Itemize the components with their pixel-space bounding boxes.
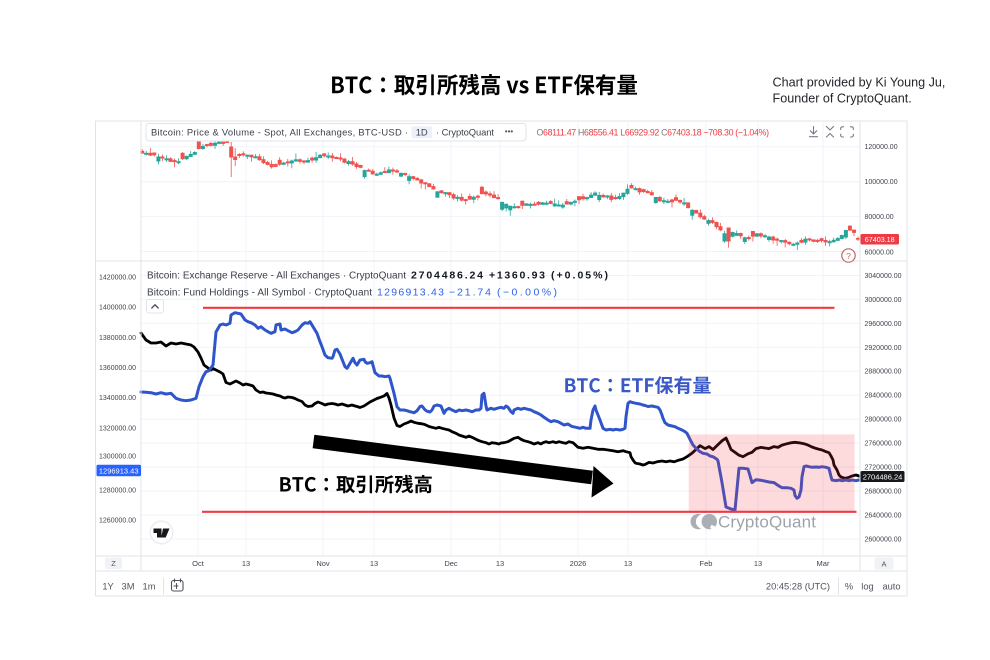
svg-text:1296913.43: 1296913.43 <box>377 287 444 299</box>
svg-text:3000000.00: 3000000.00 <box>865 297 902 304</box>
svg-text:2800000.00: 2800000.00 <box>865 417 902 424</box>
svg-text:Dec: Dec <box>444 559 458 568</box>
svg-text:1300000.00: 1300000.00 <box>99 454 136 461</box>
svg-text:Oct: Oct <box>192 559 205 568</box>
svg-text:67403.18: 67403.18 <box>865 235 895 244</box>
svg-text:2704486.24: 2704486.24 <box>411 270 483 282</box>
svg-text:Mar: Mar <box>817 559 830 568</box>
svg-text:log: log <box>861 581 873 591</box>
svg-text:3040000.00: 3040000.00 <box>865 273 902 280</box>
svg-text:2840000.00: 2840000.00 <box>865 393 902 400</box>
svg-text:120000.00: 120000.00 <box>865 144 898 151</box>
svg-text:2720000.00: 2720000.00 <box>865 465 902 472</box>
svg-text:Bitcoin: Price & Volume - Spot: Bitcoin: Price & Volume - Spot, All Exch… <box>151 126 408 137</box>
svg-text:1420000.00: 1420000.00 <box>99 274 136 281</box>
svg-text:13: 13 <box>624 559 632 568</box>
svg-text:Bitcoin: Exchange Reserve - Al: Bitcoin: Exchange Reserve - All Exchange… <box>147 271 406 282</box>
svg-text:%: % <box>845 581 853 591</box>
svg-text:•••: ••• <box>505 127 514 136</box>
svg-text:13: 13 <box>370 559 378 568</box>
svg-text:80000.00: 80000.00 <box>865 214 894 221</box>
svg-text:2880000.00: 2880000.00 <box>865 369 902 376</box>
svg-text:auto: auto <box>882 581 900 591</box>
svg-text:2920000.00: 2920000.00 <box>865 345 902 352</box>
svg-text:1296913.43: 1296913.43 <box>99 466 139 475</box>
svg-text:100000.00: 100000.00 <box>865 179 898 186</box>
svg-text:13: 13 <box>496 559 504 568</box>
svg-text:Founder of CryptoQuant.: Founder of CryptoQuant. <box>773 92 912 106</box>
svg-text:1D: 1D <box>416 126 428 137</box>
svg-text:3M: 3M <box>122 581 135 591</box>
svg-text:1Y: 1Y <box>102 581 113 591</box>
svg-text:O68111.47 H68556.41 L66929.92: O68111.47 H68556.41 L66929.92 C67403.18 … <box>537 127 770 137</box>
svg-text:13: 13 <box>242 559 250 568</box>
svg-text:CryptoQuant: CryptoQuant <box>718 513 816 532</box>
svg-text:2760000.00: 2760000.00 <box>865 441 902 448</box>
svg-text:2600000.00: 2600000.00 <box>865 536 902 543</box>
svg-text:Feb: Feb <box>700 559 713 568</box>
svg-text:Chart provided by Ki Young Ju,: Chart provided by Ki Young Ju, <box>773 76 946 90</box>
svg-text:Z: Z <box>111 559 116 568</box>
svg-text:+1360.93: +1360.93 <box>489 270 545 282</box>
svg-text:1380000.00: 1380000.00 <box>99 335 136 342</box>
svg-text:1320000.00: 1320000.00 <box>99 425 136 432</box>
svg-text:2640000.00: 2640000.00 <box>865 512 902 519</box>
svg-text:Bitcoin: Fund Holdings - All S: Bitcoin: Fund Holdings - All Symbol · Cr… <box>147 288 372 299</box>
svg-text:(−0.00%): (−0.00%) <box>497 287 557 299</box>
svg-text:−21.74: −21.74 <box>449 287 491 299</box>
svg-text:1400000.00: 1400000.00 <box>99 305 136 312</box>
svg-text:1360000.00: 1360000.00 <box>99 365 136 372</box>
svg-text:13: 13 <box>754 559 762 568</box>
svg-text:1m: 1m <box>143 581 156 591</box>
svg-text:A: A <box>881 559 886 568</box>
svg-text:2960000.00: 2960000.00 <box>865 321 902 328</box>
svg-text:· CryptoQuant: · CryptoQuant <box>436 126 494 137</box>
svg-text:2026: 2026 <box>570 559 587 568</box>
svg-text:Nov: Nov <box>316 559 330 568</box>
svg-text:1260000.00: 1260000.00 <box>99 518 136 525</box>
svg-text:?: ? <box>846 251 851 261</box>
svg-text:20:45:28 (UTC): 20:45:28 (UTC) <box>766 581 830 591</box>
svg-text:1280000.00: 1280000.00 <box>99 487 136 494</box>
svg-text:60000.00: 60000.00 <box>865 250 894 257</box>
svg-text:(+0.05%): (+0.05%) <box>551 270 608 282</box>
svg-text:1340000.00: 1340000.00 <box>99 395 136 402</box>
svg-text:2704486.24: 2704486.24 <box>863 472 903 481</box>
svg-text:2680000.00: 2680000.00 <box>865 488 902 495</box>
